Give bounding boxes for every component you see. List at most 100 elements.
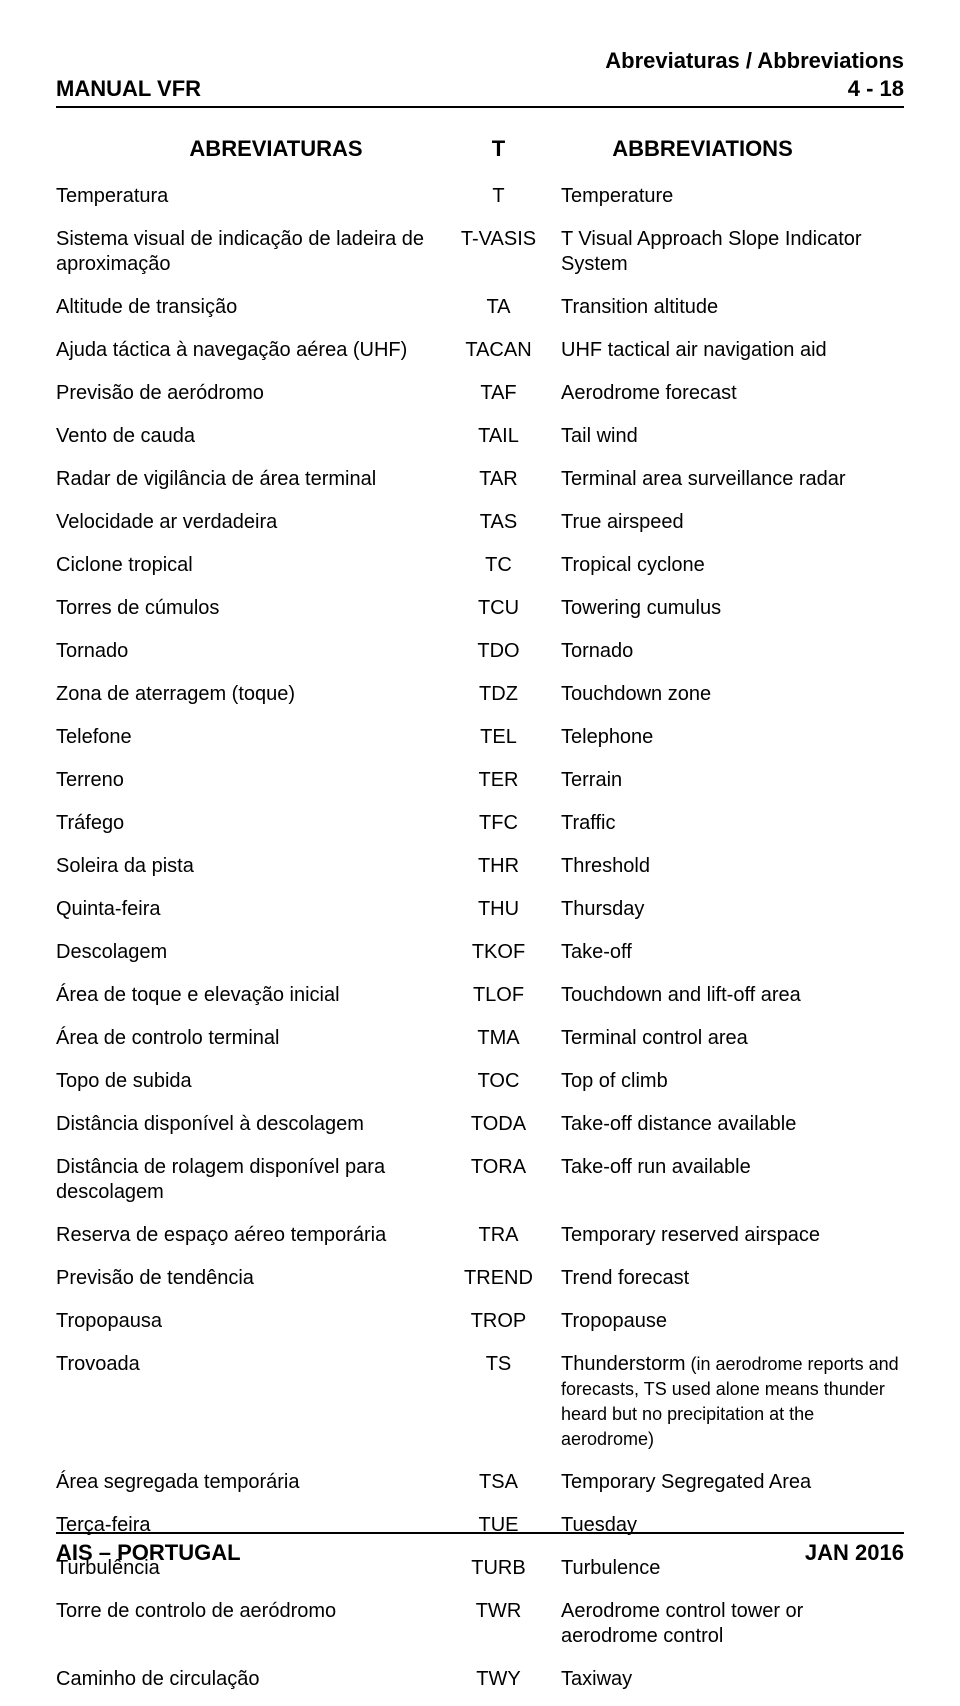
cell-abbr: TODA (446, 1112, 551, 1137)
cell-pt: Área segregada temporária (56, 1470, 446, 1495)
table-row: Previsão de tendênciaTREND Trend forecast (56, 1262, 904, 1305)
cell-en: Towering cumulus (551, 596, 904, 621)
heading-pt: ABREVIATURAS (56, 136, 446, 162)
cell-pt: Distância disponível à descolagem (56, 1112, 446, 1137)
cell-pt: Soleira da pista (56, 854, 446, 879)
cell-abbr: TREND (446, 1266, 551, 1291)
cell-abbr: TORA (446, 1155, 551, 1180)
table-row: Topo de subidaTOCTop of climb (56, 1065, 904, 1108)
table-row: Ciclone tropicalTCTropical cyclone (56, 549, 904, 592)
cell-en-main: Towering cumulus (561, 597, 721, 619)
cell-en-main: Aerodrome forecast (561, 382, 737, 404)
cell-en-main: Traffic (561, 812, 615, 834)
cell-en: Tornado (551, 639, 904, 664)
cell-abbr: T-VASIS (446, 227, 551, 252)
table-row: Caminho de circulaçãoTWY Taxiway (56, 1663, 904, 1706)
table-row: Zona de aterragem (toque)TDZTouchdown zo… (56, 678, 904, 721)
cell-abbr: TFC (446, 811, 551, 836)
cell-pt: Ciclone tropical (56, 553, 446, 578)
cell-en: Terminal area surveillance radar (551, 467, 904, 492)
table-row: TemperaturaTTemperature (56, 180, 904, 223)
table-row: Área de toque e elevação inicialTLOF Touc… (56, 979, 904, 1022)
cell-pt: Radar de vigilância de área terminal (56, 467, 446, 492)
cell-en: Thursday (551, 897, 904, 922)
cell-en-main: Terminal control area (561, 1027, 748, 1049)
cell-en-main: Thunderstorm (561, 1353, 686, 1375)
cell-en: Take-off distance available (551, 1112, 904, 1137)
table-row: Torres de cúmulosTCUTowering cumulus (56, 592, 904, 635)
cell-abbr: TDO (446, 639, 551, 664)
table-row: Soleira da pistaTHR Threshold (56, 850, 904, 893)
cell-en-main: Temporary reserved airspace (561, 1224, 820, 1246)
section-title: Abreviaturas / Abbreviations (56, 48, 904, 74)
cell-en: Threshold (551, 854, 904, 879)
cell-abbr: TRA (446, 1223, 551, 1248)
cell-en: Take-off (551, 940, 904, 965)
cell-en: Aerodrome forecast (551, 381, 904, 406)
cell-en-main: T Visual Approach Slope Indicator System (561, 228, 862, 275)
cell-en: Taxiway (551, 1667, 904, 1692)
table-row: DescolagemTKOFTake-off (56, 936, 904, 979)
header-row: MANUAL VFR 4 - 18 (56, 76, 904, 108)
table-row: Torre de controlo de aeródromoTWRAerodro… (56, 1595, 904, 1663)
cell-pt: Altitude de transição (56, 295, 446, 320)
table-row: Ajuda táctica à navegação aérea (UHF)TAC… (56, 334, 904, 377)
cell-abbr: TDZ (446, 682, 551, 707)
cell-en-main: Touchdown and lift-off area (561, 984, 801, 1006)
cell-en-main: Top of climb (561, 1070, 668, 1092)
cell-en-main: Tropopause (561, 1310, 667, 1332)
cell-abbr: TWY (446, 1667, 551, 1692)
cell-abbr: THU (446, 897, 551, 922)
cell-en-main: Terrain (561, 769, 622, 791)
cell-pt: Previsão de tendência (56, 1266, 446, 1291)
cell-pt: Ajuda táctica à navegação aérea (UHF) (56, 338, 446, 363)
cell-pt: Temperatura (56, 184, 446, 209)
cell-pt: Velocidade ar verdadeira (56, 510, 446, 535)
table-row: Distância de rolagem disponível para des… (56, 1151, 904, 1219)
cell-en: T Visual Approach Slope Indicator System (551, 227, 904, 277)
page-number: 4 - 18 (848, 76, 904, 102)
abbreviations-table: TemperaturaTTemperatureSistema visual de… (56, 180, 904, 1706)
cell-pt: Descolagem (56, 940, 446, 965)
cell-abbr: TKOF (446, 940, 551, 965)
cell-pt: Previsão de aeródromo (56, 381, 446, 406)
table-row: Radar de vigilância de área terminalTART… (56, 463, 904, 506)
cell-en: Traffic (551, 811, 904, 836)
cell-en-main: True airspeed (561, 511, 684, 533)
cell-en: Tail wind (551, 424, 904, 449)
cell-en-main: Thursday (561, 898, 644, 920)
cell-en: Temporary reserved airspace (551, 1223, 904, 1248)
cell-en-main: Taxiway (561, 1668, 632, 1690)
heading-letter: T (446, 136, 551, 162)
cell-pt: Área de toque e elevação inicial (56, 983, 446, 1008)
cell-en: Aerodrome control tower or aerodrome con… (551, 1599, 904, 1649)
cell-abbr: TSA (446, 1470, 551, 1495)
cell-abbr: THR (446, 854, 551, 879)
cell-abbr: TAS (446, 510, 551, 535)
cell-pt: Distância de rolagem disponível para des… (56, 1155, 446, 1205)
cell-abbr: TLOF (446, 983, 551, 1008)
cell-en: Touchdown and lift-off area (551, 983, 904, 1008)
cell-en: Thunderstorm (in aerodrome reports and f… (551, 1352, 904, 1452)
heading-en: ABBREVIATIONS (551, 136, 904, 162)
cell-en: Telephone (551, 725, 904, 750)
cell-en: True airspeed (551, 510, 904, 535)
table-row: TrovoadaTSThunderstorm (in aerodrome rep… (56, 1348, 904, 1466)
cell-pt: Caminho de circulação (56, 1667, 446, 1692)
cell-pt: Tornado (56, 639, 446, 664)
cell-pt: Trovoada (56, 1352, 446, 1377)
cell-abbr: TROP (446, 1309, 551, 1334)
cell-pt: Tropopausa (56, 1309, 446, 1334)
cell-en-main: Aerodrome control tower or aerodrome con… (561, 1600, 803, 1647)
table-row: TelefoneTELTelephone (56, 721, 904, 764)
cell-en-main: Trend forecast (561, 1267, 689, 1289)
cell-en-main: Threshold (561, 855, 650, 877)
cell-en-main: UHF tactical air navigation aid (561, 339, 827, 361)
table-row: Área segregada temporáriaTSATemporary Se… (56, 1466, 904, 1509)
cell-en-main: Telephone (561, 726, 653, 748)
cell-en-main: Take-off distance available (561, 1113, 796, 1135)
cell-en: Terminal control area (551, 1026, 904, 1051)
cell-en-main: Take-off run available (561, 1156, 751, 1178)
cell-en: Temporary Segregated Area (551, 1470, 904, 1495)
cell-abbr: TER (446, 768, 551, 793)
